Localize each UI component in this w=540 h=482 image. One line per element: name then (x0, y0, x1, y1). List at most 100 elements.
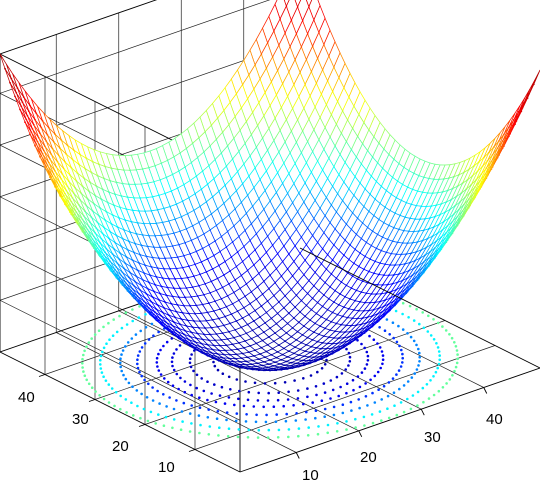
contour-point (347, 364, 350, 367)
contour-point (264, 420, 268, 424)
contour-point (314, 409, 318, 413)
contour-point (385, 318, 389, 321)
contour-point (399, 401, 403, 404)
contour-point (140, 374, 143, 378)
contour-point (413, 372, 417, 375)
contour-point (119, 361, 122, 365)
contour-point (210, 392, 213, 395)
contour-point (195, 386, 198, 390)
contour-point (221, 372, 225, 376)
contour-point (124, 345, 127, 348)
contour-point (151, 386, 154, 389)
contour-point (188, 430, 192, 433)
contour-point (139, 329, 142, 333)
contour-point (207, 433, 211, 436)
contour-point (136, 362, 139, 366)
contour-point (114, 390, 118, 394)
contour-point (107, 383, 111, 386)
contour-point (82, 353, 85, 357)
contour-point (293, 379, 296, 382)
contour-point (266, 436, 270, 439)
contour-point (244, 420, 248, 423)
contour-point (100, 371, 104, 374)
contour-point (441, 325, 444, 328)
contour-point (182, 401, 186, 405)
contour-point (138, 370, 141, 374)
contour-point (362, 415, 366, 419)
contour-point (412, 339, 416, 343)
contour-point (409, 335, 413, 339)
contour-point (127, 381, 131, 385)
contour-point (356, 375, 360, 378)
contour-point (401, 356, 405, 360)
contour-point (190, 393, 193, 397)
contour-point (381, 354, 385, 357)
contour-point (247, 390, 251, 394)
contour-point (158, 402, 161, 405)
contour-point (349, 400, 353, 404)
contour-point (143, 378, 146, 382)
contour-point (341, 411, 345, 415)
contour-point (441, 386, 445, 389)
contour-point (406, 397, 409, 401)
contour-point (104, 379, 108, 383)
contour-point (225, 418, 228, 422)
contour-point (119, 407, 122, 411)
contour-point (436, 346, 440, 349)
contour-point (432, 375, 435, 378)
contour-point (357, 398, 361, 401)
contour-point (345, 347, 348, 351)
contour-point (455, 361, 459, 365)
contour-point (417, 364, 420, 367)
contour-point (162, 393, 165, 396)
contour-point (124, 398, 128, 401)
contour-point (316, 432, 320, 436)
contour-point (102, 375, 105, 379)
contour-point (198, 406, 202, 410)
contour-point (418, 322, 421, 326)
contour-point (113, 404, 116, 408)
contour-point (85, 345, 88, 349)
surface-mesh (0, 0, 540, 372)
contour-point (166, 380, 170, 384)
contour-point (197, 414, 201, 417)
contour-point (401, 361, 404, 364)
contour-point (253, 381, 257, 385)
contour-point (132, 414, 135, 417)
contour-point (306, 387, 309, 390)
contour-point (347, 351, 351, 355)
contour-point (119, 357, 122, 361)
contour-point (276, 436, 280, 439)
contour-point (402, 384, 406, 387)
contour-point (320, 367, 324, 370)
contour-point (296, 389, 300, 392)
contour-point (257, 391, 261, 395)
grid-line (56, 332, 297, 453)
contour-point (94, 390, 97, 393)
contour-point (125, 323, 129, 326)
contour-point (296, 397, 300, 400)
contour-point (438, 358, 442, 362)
contour-point (380, 398, 384, 401)
contour-point (437, 362, 441, 366)
contour-point (377, 388, 380, 392)
contour-point (380, 350, 384, 353)
contour-point (316, 370, 319, 374)
contour-point (335, 430, 339, 433)
contour-point (99, 363, 102, 366)
contour-point (192, 369, 195, 373)
contour-point (199, 423, 202, 427)
contour-point (415, 307, 418, 311)
contour-point (272, 405, 276, 409)
contour-point (171, 364, 174, 368)
contour-point (195, 373, 199, 377)
contour-point (183, 390, 187, 394)
contour-point (99, 358, 102, 362)
contour-point (189, 383, 192, 387)
contour-point (181, 420, 184, 423)
contour-point (277, 391, 281, 395)
contour-point (429, 334, 433, 337)
contour-point (125, 411, 128, 414)
contour-point (348, 360, 352, 363)
